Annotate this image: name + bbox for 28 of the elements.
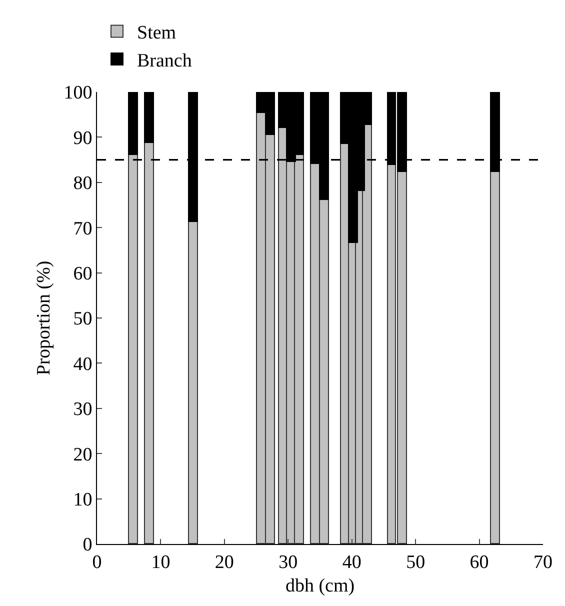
x-tick-label: 30 (278, 552, 298, 573)
y-tick-label: 80 (73, 173, 92, 194)
y-tick-label: 10 (73, 489, 92, 510)
y-tick-label: 0 (82, 534, 92, 556)
x-tick-label: 70 (534, 552, 552, 573)
y-tick-label: 40 (73, 354, 92, 375)
x-tick-label: 50 (406, 552, 426, 573)
x-tick-label: 40 (342, 552, 362, 573)
x-tick-label: 20 (214, 552, 234, 573)
legend-label: Stem (137, 22, 176, 44)
y-axis-title: Proportion (%) (34, 260, 55, 376)
y-tick-label: 90 (73, 128, 92, 149)
bar (490, 171, 500, 544)
x-axis-title: dbh (cm) (285, 576, 355, 597)
bar (144, 92, 154, 143)
legend-label: Branch (137, 50, 192, 72)
y-tick-label: 100 (64, 82, 92, 104)
y-tick-label: 50 (73, 308, 92, 330)
bar (128, 154, 138, 544)
bar (128, 92, 138, 155)
y-tick-label: 20 (73, 444, 92, 466)
bar (188, 221, 198, 544)
y-tick-label: 30 (73, 399, 92, 420)
x-tick-label: 60 (470, 552, 489, 573)
y-tick-label: 70 (73, 218, 92, 240)
x-tick-label: 10 (151, 552, 170, 573)
y-tick-label: 60 (73, 263, 92, 284)
bar (144, 142, 154, 544)
